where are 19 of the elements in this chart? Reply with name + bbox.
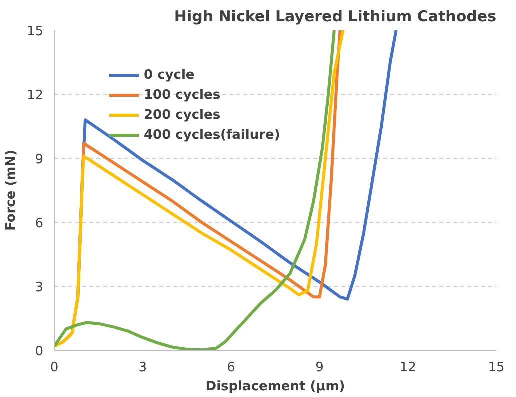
y-tick-label: 15 bbox=[26, 24, 44, 40]
x-tick-label: 15 bbox=[488, 360, 505, 376]
y-tick-label: 12 bbox=[26, 88, 44, 104]
y-tick-label: 9 bbox=[35, 152, 44, 168]
y-tick-label: 6 bbox=[35, 216, 44, 232]
x-tick-label: 3 bbox=[138, 360, 148, 376]
chart-title: High Nickel Layered Lithium Cathodes bbox=[174, 8, 497, 26]
x-tick-label: 9 bbox=[316, 360, 324, 376]
y-axis-title: Force (mN) bbox=[4, 150, 19, 232]
legend-label: 0 cycle bbox=[144, 68, 195, 82]
y-tick-label: 0 bbox=[35, 344, 44, 360]
x-tick-label: 6 bbox=[227, 360, 236, 376]
x-axis-title: Displacement (μm) bbox=[206, 380, 346, 394]
legend-label: 400 cycles(failure) bbox=[144, 128, 280, 142]
x-tick-label: 0 bbox=[50, 360, 59, 376]
x-tick-label: 12 bbox=[400, 360, 416, 376]
legend-label: 200 cycles bbox=[144, 108, 221, 122]
legend-label: 100 cycles bbox=[144, 88, 221, 102]
y-tick-label: 3 bbox=[35, 280, 44, 296]
